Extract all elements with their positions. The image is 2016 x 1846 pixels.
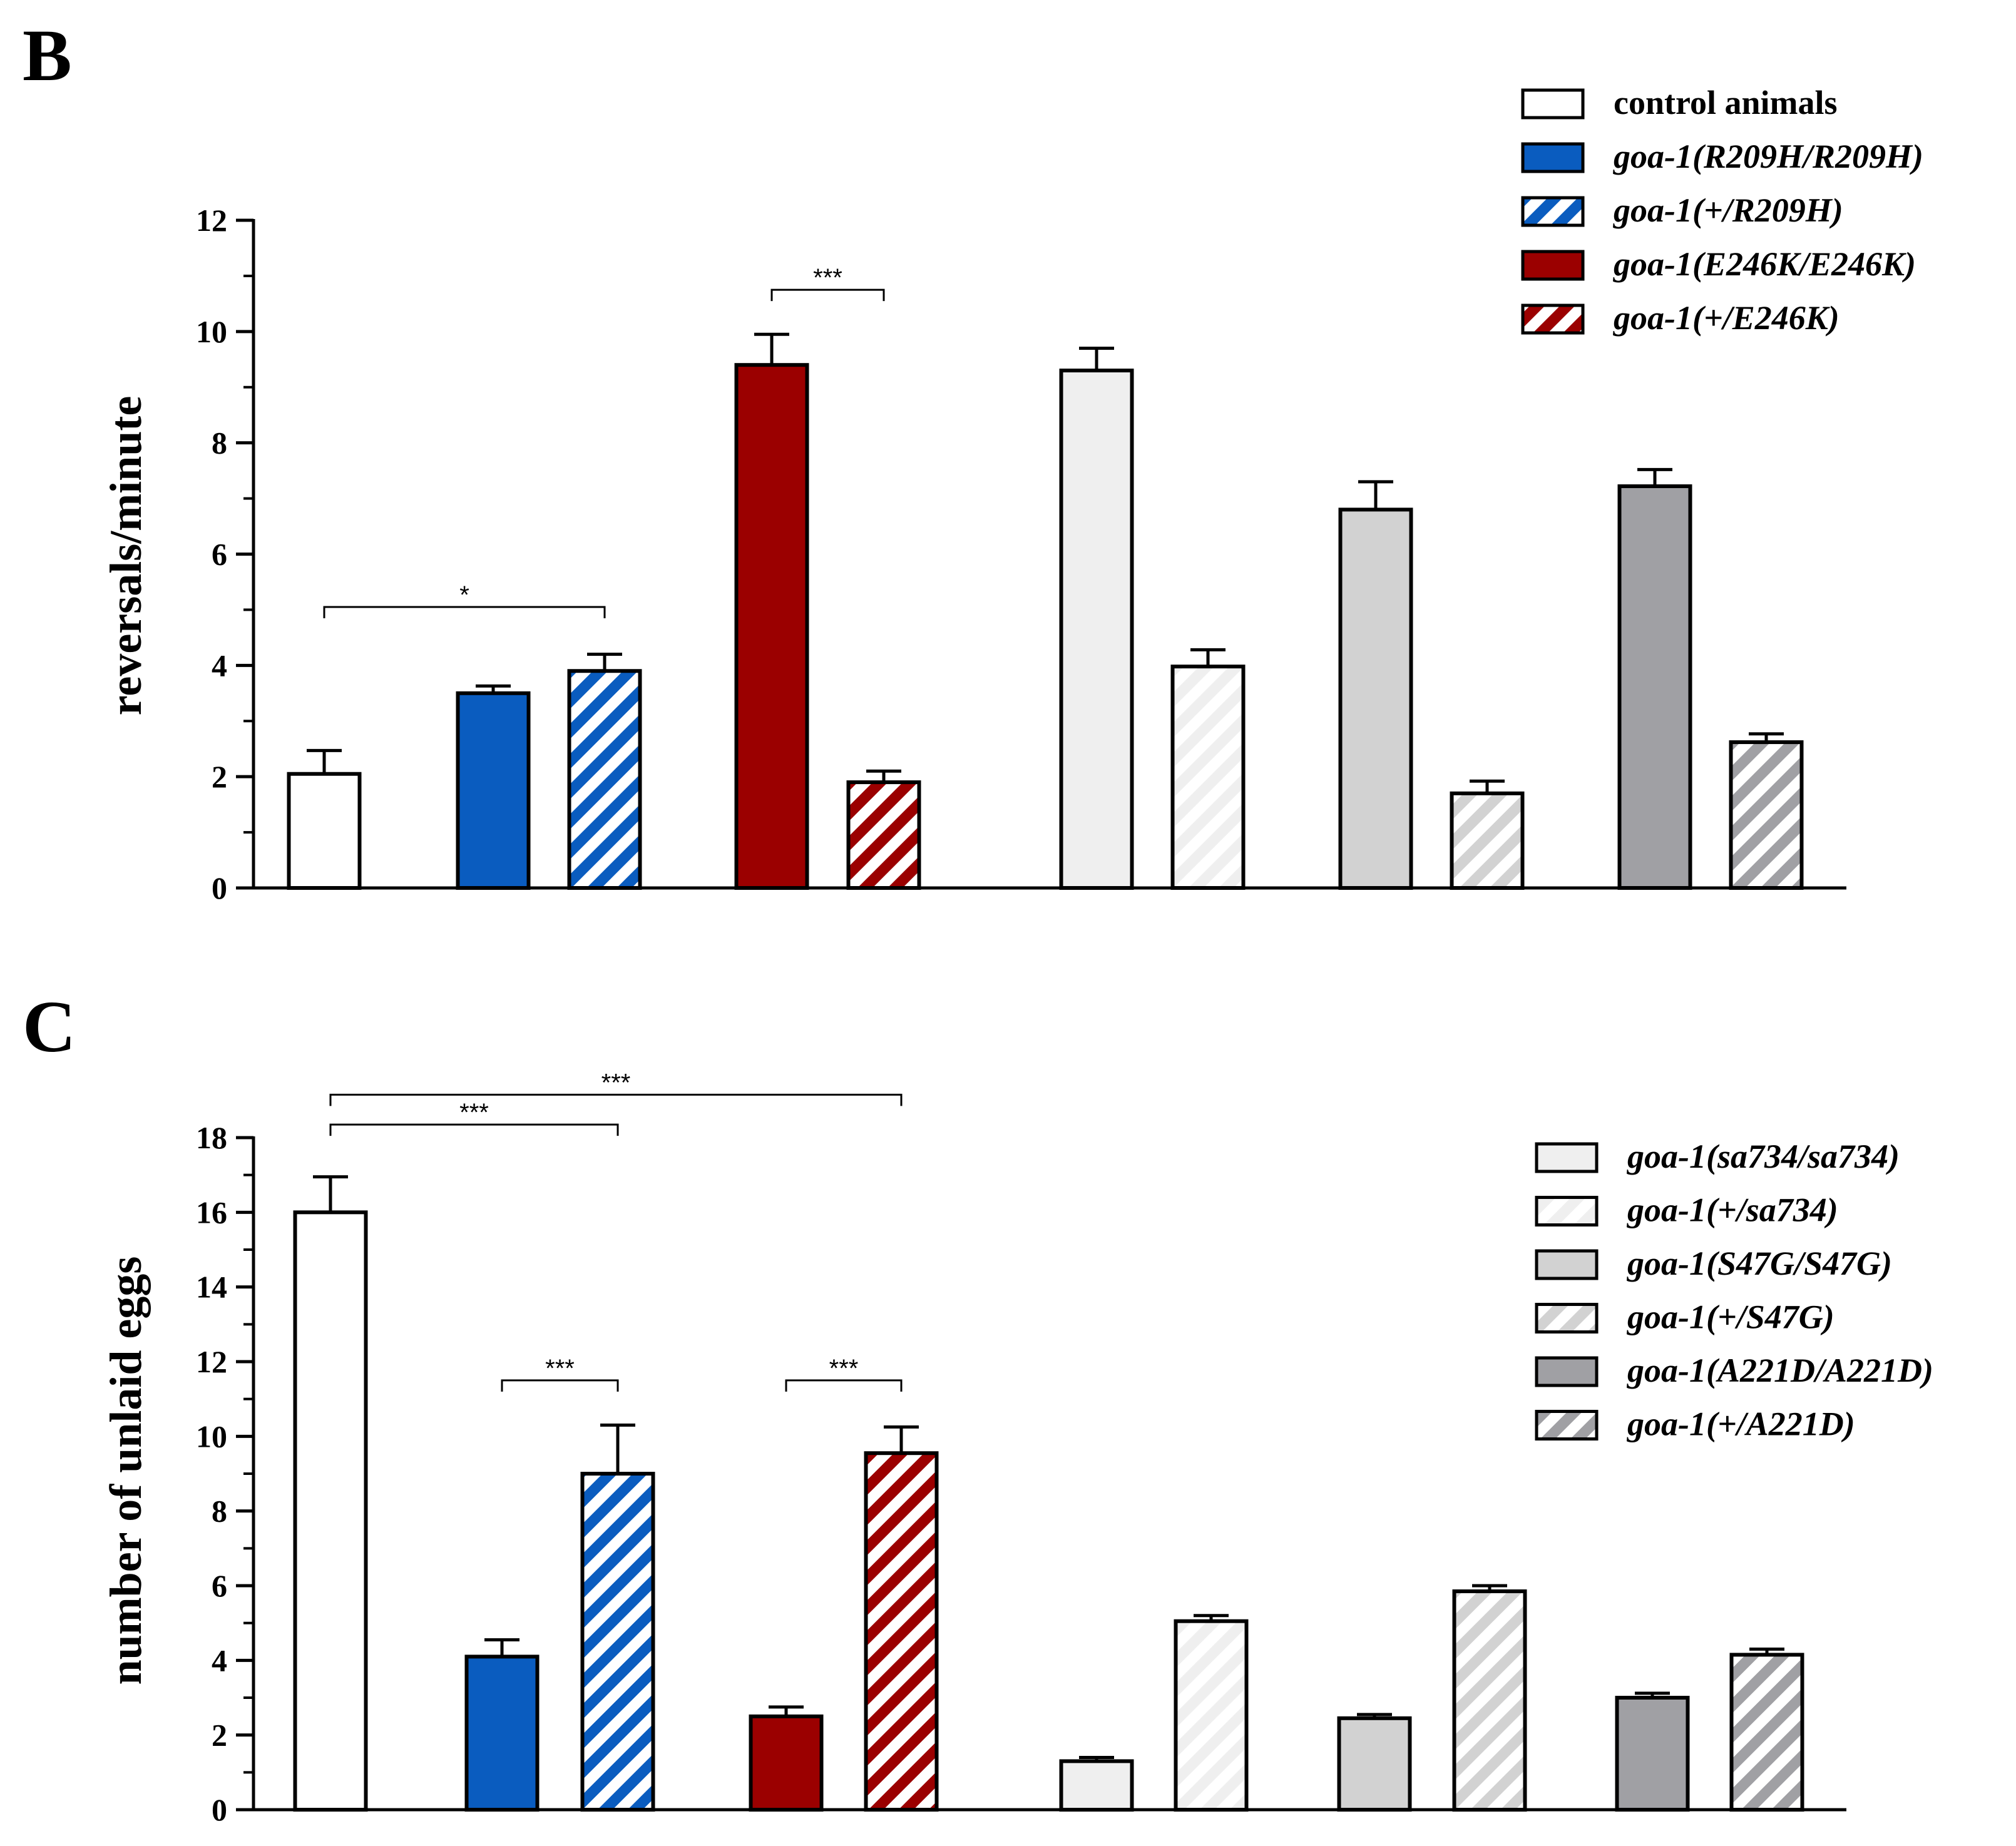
legend-bottom-label-6: goa-1(+/A221D): [1627, 1405, 1855, 1443]
panel-b-significance-label: ***: [813, 264, 842, 292]
panel-c-significance-label: ***: [459, 1099, 489, 1126]
panel-b-significance-bracket: [770, 288, 885, 302]
panel-b-bar-10: [1617, 484, 1692, 890]
panel-b-y-tick-label: 12: [196, 203, 227, 238]
panel-c-bar-5: [864, 1451, 939, 1812]
panel-b-bar-8: [1338, 507, 1413, 890]
panel-b-y-tick-label: 4: [212, 648, 227, 683]
panel-c-bar-3: [580, 1472, 655, 1812]
panel-c-bar-1: [293, 1210, 368, 1812]
panel-c: C number of unlaid eggs 0 2 4 6 8 10 12 14 16 18 *…: [23, 986, 1933, 1827]
panel-c-y-tick-label: 10: [196, 1419, 227, 1454]
legend-bottom: goa-1(sa734/sa734) goa-1(+/sa734) goa-1(S4…: [1535, 1138, 1933, 1443]
panel-b-y-tick-label: 8: [212, 426, 227, 461]
panel-b-bar-6: [1059, 369, 1134, 890]
legend-bottom-swatch-5: [1535, 1356, 1599, 1387]
panel-c-bar-6: [1059, 1759, 1134, 1812]
legend-bottom-label-2: goa-1(+/sa734): [1627, 1191, 1838, 1229]
legend-bottom-swatch-2: [1535, 1196, 1599, 1226]
legend-bottom-swatch-1: [1535, 1142, 1599, 1173]
legend-top-swatch-2: [1521, 142, 1585, 173]
legend-bottom-swatch-6: [1535, 1410, 1599, 1441]
panel-c-y-tick-label: 0: [212, 1792, 227, 1827]
legend-top-swatch-4: [1521, 250, 1585, 281]
panel-c-y-tick-label: 12: [196, 1344, 227, 1379]
panel-b-y-tick-label: 10: [196, 314, 227, 349]
legend-top-label-2: goa-1(R209H/R209H): [1613, 138, 1923, 175]
panel-c-significance-label: ***: [601, 1069, 631, 1096]
panel-c-y-tick-label: 2: [212, 1718, 227, 1753]
panel-c-significance-bracket: [329, 1123, 619, 1136]
panel-b-letter: B: [23, 14, 72, 96]
panel-c-bar-2: [464, 1655, 540, 1812]
panel-c-bar-11: [1729, 1653, 1804, 1812]
legend-top-label-3: goa-1(+/R209H): [1613, 191, 1843, 229]
panel-c-significance-bracket: [785, 1379, 903, 1392]
panel-b-bar-3: [567, 669, 642, 890]
panel-b-y-axis-label: reversals/minute: [101, 396, 151, 716]
legend-top: control animals goa-1(R209H/R209H) goa-1(+…: [1521, 84, 1923, 337]
legend-top-label-5: goa-1(+/E246K): [1613, 299, 1839, 337]
legend-bottom-label-4: goa-1(+/S47G): [1627, 1298, 1834, 1336]
panel-b-y-tick-label: 0: [212, 870, 227, 905]
legend-top-swatch-1: [1521, 88, 1585, 120]
panel-b-bar-1: [287, 772, 362, 890]
legend-top-swatch-3: [1521, 196, 1585, 227]
panel-b-bar-2: [456, 691, 531, 890]
panel-b-significance-bracket: [323, 606, 606, 618]
panel-b-bar-11: [1729, 740, 1804, 890]
legend-bottom-label-5: goa-1(A221D/A221D): [1627, 1352, 1933, 1389]
panel-c-y-tick-label: 14: [196, 1270, 227, 1305]
legend-top-label-4: goa-1(E246K/E246K): [1613, 245, 1916, 283]
panel-c-plot: 0 2 4 6 8 10 12 14 16 18 *** *** *** ***: [196, 1069, 1846, 1827]
legend-top-swatch-5: [1521, 303, 1585, 335]
legend-bottom-label-1: goa-1(sa734/sa734): [1627, 1138, 1900, 1175]
panel-b-bar-7: [1170, 665, 1246, 890]
panel-b-y-tick-label: 6: [212, 537, 227, 572]
panel-c-y-tick-label: 16: [196, 1195, 227, 1230]
panel-c-significance-bracket: [501, 1379, 619, 1392]
panel-c-significance-label: ***: [829, 1355, 859, 1382]
panel-c-y-tick-label: 6: [212, 1568, 227, 1603]
panel-b-significance-label: *: [459, 581, 469, 609]
panel-c-significance-label: ***: [545, 1355, 575, 1382]
panel-c-significance-bracket: [329, 1093, 903, 1106]
panel-b-bar-9: [1450, 791, 1525, 890]
legend-bottom-swatch-4: [1535, 1303, 1599, 1334]
panel-c-bar-8: [1337, 1716, 1412, 1812]
panel-b-bar-4: [734, 363, 809, 890]
panel-c-bar-10: [1615, 1696, 1690, 1812]
legend-bottom-swatch-3: [1535, 1249, 1599, 1280]
panel-c-bar-7: [1174, 1619, 1249, 1812]
panel-c-letter: C: [23, 986, 76, 1068]
panel-c-y-tick-label: 8: [212, 1494, 227, 1529]
panel-c-bar-9: [1452, 1589, 1527, 1812]
panel-b-y-tick-label: 2: [212, 759, 227, 794]
panel-c-bar-4: [749, 1714, 824, 1812]
panel-b-bar-5: [846, 780, 921, 890]
panel-c-y-axis-label: number of unlaid eggs: [101, 1257, 151, 1685]
panel-c-y-tick-label: 18: [196, 1120, 227, 1155]
legend-top-label-1: control animals: [1614, 84, 1838, 121]
legend-bottom-label-3: goa-1(S47G/S47G): [1627, 1245, 1892, 1282]
panel-c-y-tick-label: 4: [212, 1643, 227, 1678]
